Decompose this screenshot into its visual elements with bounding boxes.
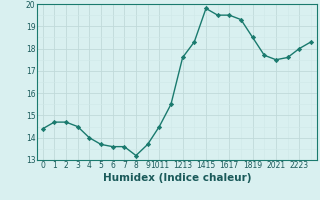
X-axis label: Humidex (Indice chaleur): Humidex (Indice chaleur) — [102, 173, 251, 183]
